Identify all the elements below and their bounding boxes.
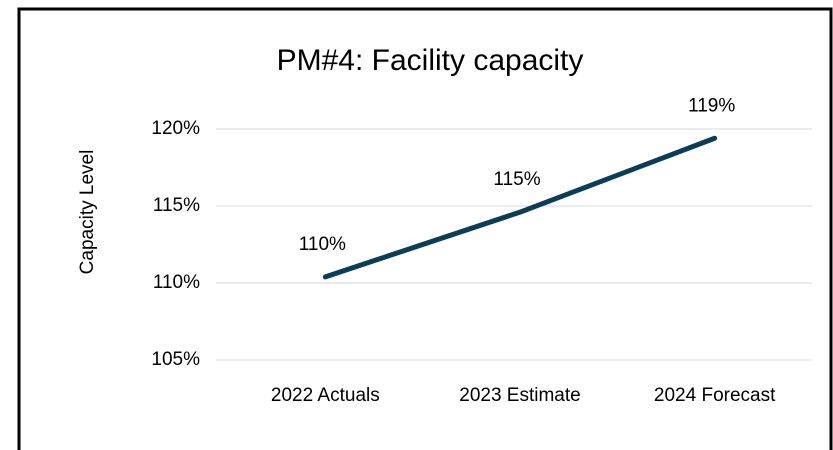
y-tick-label: 120% xyxy=(151,118,200,139)
frame xyxy=(17,7,833,450)
x-tick-label: 2023 Estimate xyxy=(459,385,580,406)
y-tick-label: 105% xyxy=(151,349,200,370)
data-label: 110% xyxy=(299,234,346,255)
data-label: 119% xyxy=(688,95,735,116)
y-tick-label: 110% xyxy=(153,272,200,293)
line xyxy=(322,135,718,280)
x-tick-label: 2024 Forecast xyxy=(654,385,776,406)
data-label: 115% xyxy=(493,169,540,190)
y-tick-label: 115% xyxy=(153,195,200,216)
x-tick-label: 2022 Actuals xyxy=(271,385,380,406)
y-axis-label: Capacity Level xyxy=(77,150,98,275)
chart-title: PM#4: Facility capacity xyxy=(277,44,584,77)
